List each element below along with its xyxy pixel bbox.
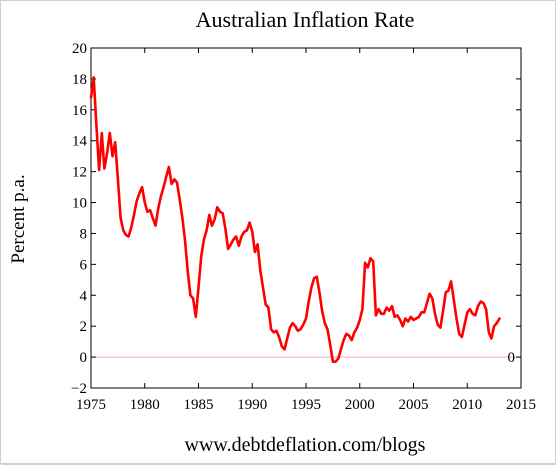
x-tick-label: 1985 [184,397,214,413]
y-tick-label: 20 [72,41,87,57]
y-tick-label: 16 [72,103,88,119]
y-tick-label: −2 [71,381,87,397]
y-tick-label: 10 [72,196,87,212]
x-tick-label: 1990 [237,397,267,413]
x-tick-label: 2000 [345,397,375,413]
zero-line-label: 0 [508,350,516,366]
y-tick-label: 4 [80,288,88,304]
x-tick-label: 1975 [76,397,106,413]
footer-credit: www.debtdeflation.com/blogs [185,434,426,456]
y-axis-label: Percent p.a. [8,174,29,263]
chart-title: Australian Inflation Rate [196,7,415,32]
plot-area: 0 −2 0 2 4 6 8 10 12 14 16 18 20 1975 1980 1985 1990 1995… [71,41,536,413]
x-tick-label: 2005 [399,397,429,413]
x-tick-label: 1995 [291,397,321,413]
series-line-inflation [89,76,501,363]
y-tick-label: 6 [80,257,88,273]
y-tick-label: 8 [80,226,88,242]
y-tick-label: 18 [72,72,87,88]
x-tick-label: 1980 [130,397,160,413]
y-tick-label: 12 [72,165,87,181]
y-tick-label: 0 [80,350,88,366]
x-tick-label: 2015 [506,397,536,413]
y-tick-label: 14 [72,134,88,150]
x-tick-label: 2010 [452,397,482,413]
y-tick-label: 2 [80,319,88,335]
